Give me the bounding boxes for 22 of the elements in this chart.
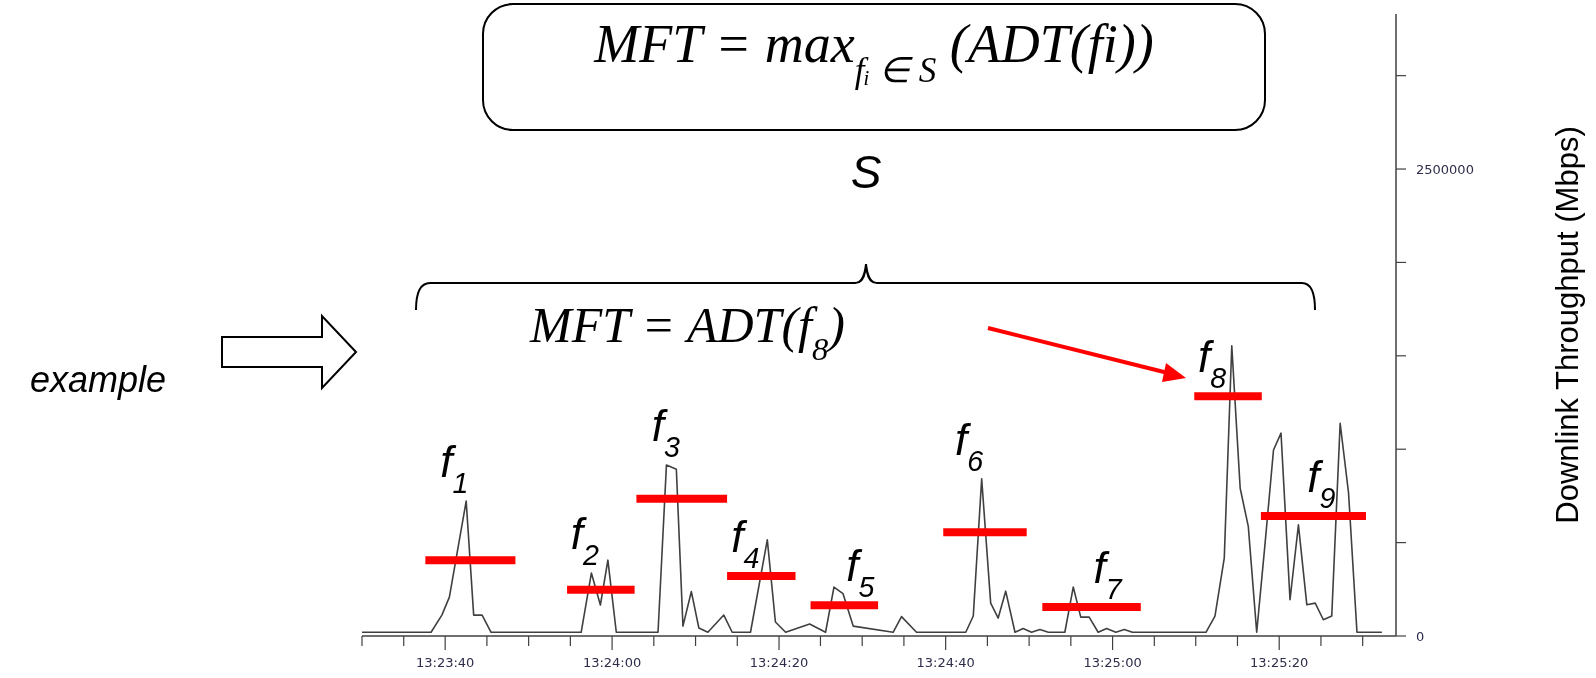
series-label: f$_{4}$: [731, 512, 760, 575]
legend-label: f$_{8}$: [1197, 332, 1227, 395]
x-tick-label: 13:25:00: [1083, 655, 1142, 670]
annotation: MFT = ADT(f$_{8}$): [529, 297, 845, 367]
y-tick-label: 2500000: [1416, 162, 1474, 178]
series-label: f$_{1}$: [440, 437, 469, 500]
text: example: [30, 359, 167, 400]
series-label: f$_{7}$: [1093, 543, 1123, 606]
annotation: MFT = max$_{fᵢ ∈ S}$ (ADT(fi)): [593, 14, 1154, 90]
series-label: f$_{6}$: [954, 414, 984, 477]
y-tick-label: 0: [1416, 629, 1425, 644]
y-axis-title: Downlink Throughput (Mbps): [1550, 126, 1585, 524]
x-tick-label: 13:24:00: [582, 655, 642, 670]
series-label: f$_{3}$: [651, 401, 680, 464]
annotation: S: [850, 146, 882, 198]
series-label: f$_{9}$: [1307, 452, 1336, 515]
x-tick-label: 13:23:40: [415, 655, 475, 670]
series-label: f$_{5}$: [846, 541, 875, 604]
x-tick-label: 13:24:20: [749, 655, 809, 670]
series-label: f$_{2}$: [570, 509, 599, 572]
x-tick-label: 13:24:40: [916, 655, 975, 670]
x-tick-label: 13:25:20: [1250, 655, 1309, 670]
